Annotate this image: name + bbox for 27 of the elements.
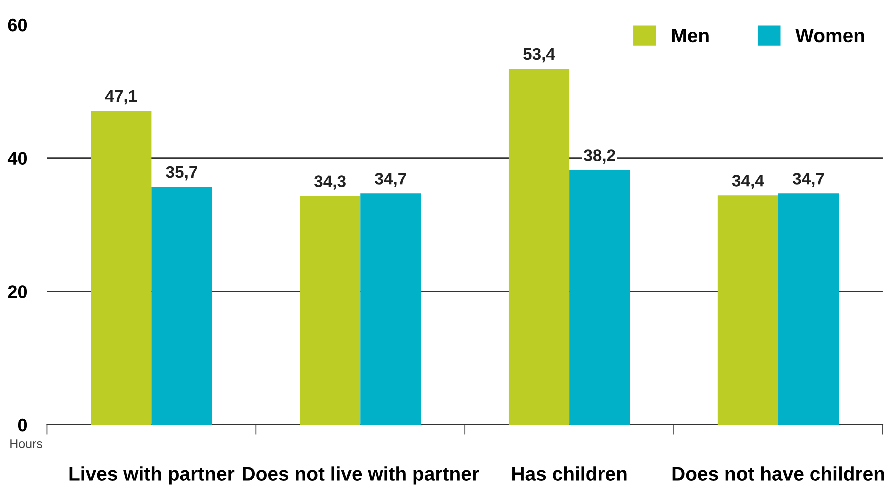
bar [778, 194, 840, 425]
data-label: 34,3 [314, 176, 346, 190]
data-label: 47,1 [105, 90, 138, 105]
data-label: 53,4 [524, 48, 556, 63]
data-label: 34,4 [732, 175, 764, 190]
bar [718, 196, 779, 425]
x-tick-label: Has children [512, 466, 627, 481]
y-axis-title: Hours [10, 440, 43, 448]
bar [508, 69, 570, 425]
data-label: 34,7 [792, 173, 824, 188]
bar [91, 111, 152, 425]
y-tick-label: 0 [18, 418, 28, 432]
bar [300, 196, 361, 425]
data-label: 35,7 [166, 166, 198, 181]
x-tick-label: Does not have children [672, 466, 884, 481]
x-tick-label: Does not live with partner [243, 466, 480, 485]
legend-label: Women [796, 29, 864, 43]
bar [570, 170, 630, 425]
x-tick-label: Lives with partner [70, 466, 235, 485]
data-label: 38,2 [584, 150, 616, 164]
y-tick-label: 40 [8, 152, 28, 166]
bar [360, 194, 422, 425]
data-label: 34,7 [375, 173, 406, 188]
y-tick-label: 60 [8, 18, 28, 32]
bar [152, 187, 212, 425]
legend-label: Men [672, 29, 709, 43]
y-tick-label: 20 [8, 286, 28, 298]
